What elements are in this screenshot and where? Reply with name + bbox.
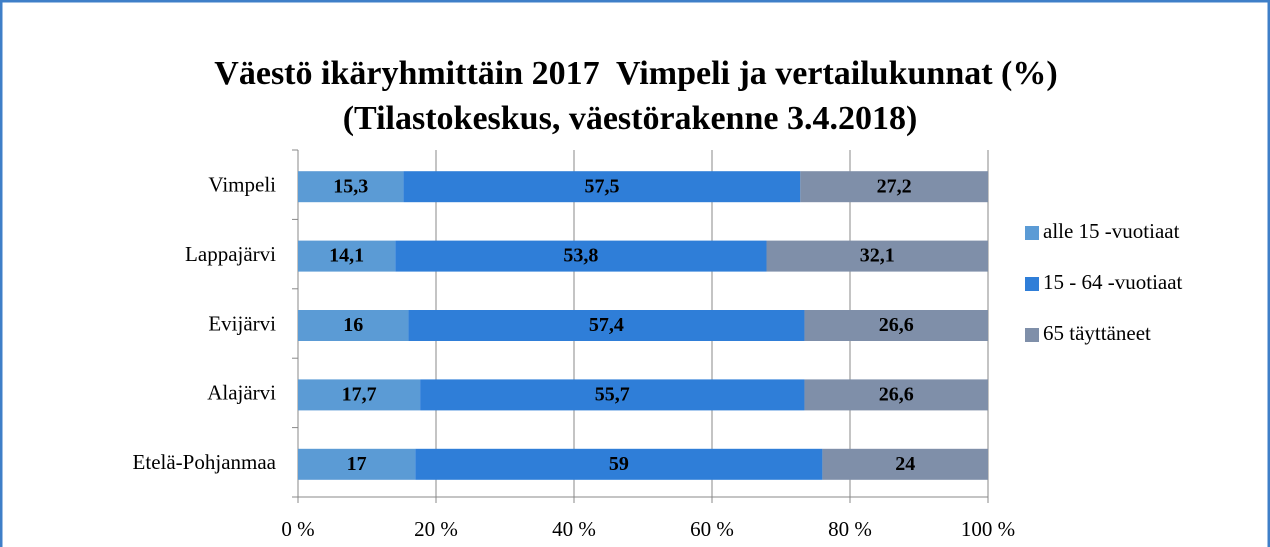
data-label: 26,6 xyxy=(879,314,914,336)
bar-segment xyxy=(804,310,988,341)
bar-segment xyxy=(298,171,404,203)
data-label: 55,7 xyxy=(595,383,630,405)
data-label: 57,5 xyxy=(584,175,619,197)
bar-segment xyxy=(800,171,988,203)
data-label: 17,7 xyxy=(342,383,377,405)
chart-subtitle: (Tilastokeskus, väestörakenne 3.4.2018) xyxy=(343,100,918,137)
bar-segment xyxy=(415,448,823,480)
data-label: 16 xyxy=(343,314,363,336)
x-tick-label: 100 % xyxy=(961,517,1015,541)
data-label: 27,2 xyxy=(877,175,912,197)
data-label: 24 xyxy=(895,453,915,475)
bar-segment xyxy=(298,379,421,411)
y-tick-label: Evijärvi xyxy=(208,311,276,335)
legend-swatch xyxy=(1025,328,1039,342)
x-tick-label: 80 % xyxy=(828,517,872,541)
data-label: 15,3 xyxy=(333,175,368,197)
bar-segment xyxy=(420,379,805,411)
bar-segment xyxy=(804,379,988,411)
legend-label: 65 täyttäneet xyxy=(1043,321,1151,345)
bar-segment xyxy=(298,448,416,480)
bar-segment xyxy=(822,448,988,480)
y-tick-label: Alajärvi xyxy=(207,381,276,405)
data-label: 59 xyxy=(609,453,629,475)
x-tick-label: 40 % xyxy=(552,517,596,541)
y-tick-label: Lappajärvi xyxy=(185,242,276,266)
data-label: 17 xyxy=(347,453,367,475)
chart-title: Väestö ikäryhmittäin 2017 Vimpeli ja ver… xyxy=(214,55,1057,92)
bar-segment xyxy=(766,240,988,272)
legend-label: 15 - 64 -vuotiaat xyxy=(1043,270,1183,294)
legend-swatch xyxy=(1025,277,1039,291)
legend-swatch xyxy=(1025,226,1039,240)
bar-segment xyxy=(403,171,801,203)
bar-segment xyxy=(298,240,396,272)
x-tick-label: 20 % xyxy=(414,517,458,541)
y-tick-label: Etelä-Pohjanmaa xyxy=(133,450,277,474)
y-tick-label: Vimpeli xyxy=(208,173,276,197)
bar-segment xyxy=(298,310,409,341)
legend-label: alle 15 -vuotiaat xyxy=(1043,219,1180,243)
bar-segment xyxy=(408,310,805,341)
x-tick-label: 0 % xyxy=(281,517,314,541)
data-label: 57,4 xyxy=(589,314,624,336)
bar-segment xyxy=(395,240,767,272)
data-label: 53,8 xyxy=(563,245,598,267)
x-tick-label: 60 % xyxy=(690,517,734,541)
data-label: 32,1 xyxy=(860,245,895,267)
data-label: 26,6 xyxy=(879,383,914,405)
data-label: 14,1 xyxy=(329,245,364,267)
